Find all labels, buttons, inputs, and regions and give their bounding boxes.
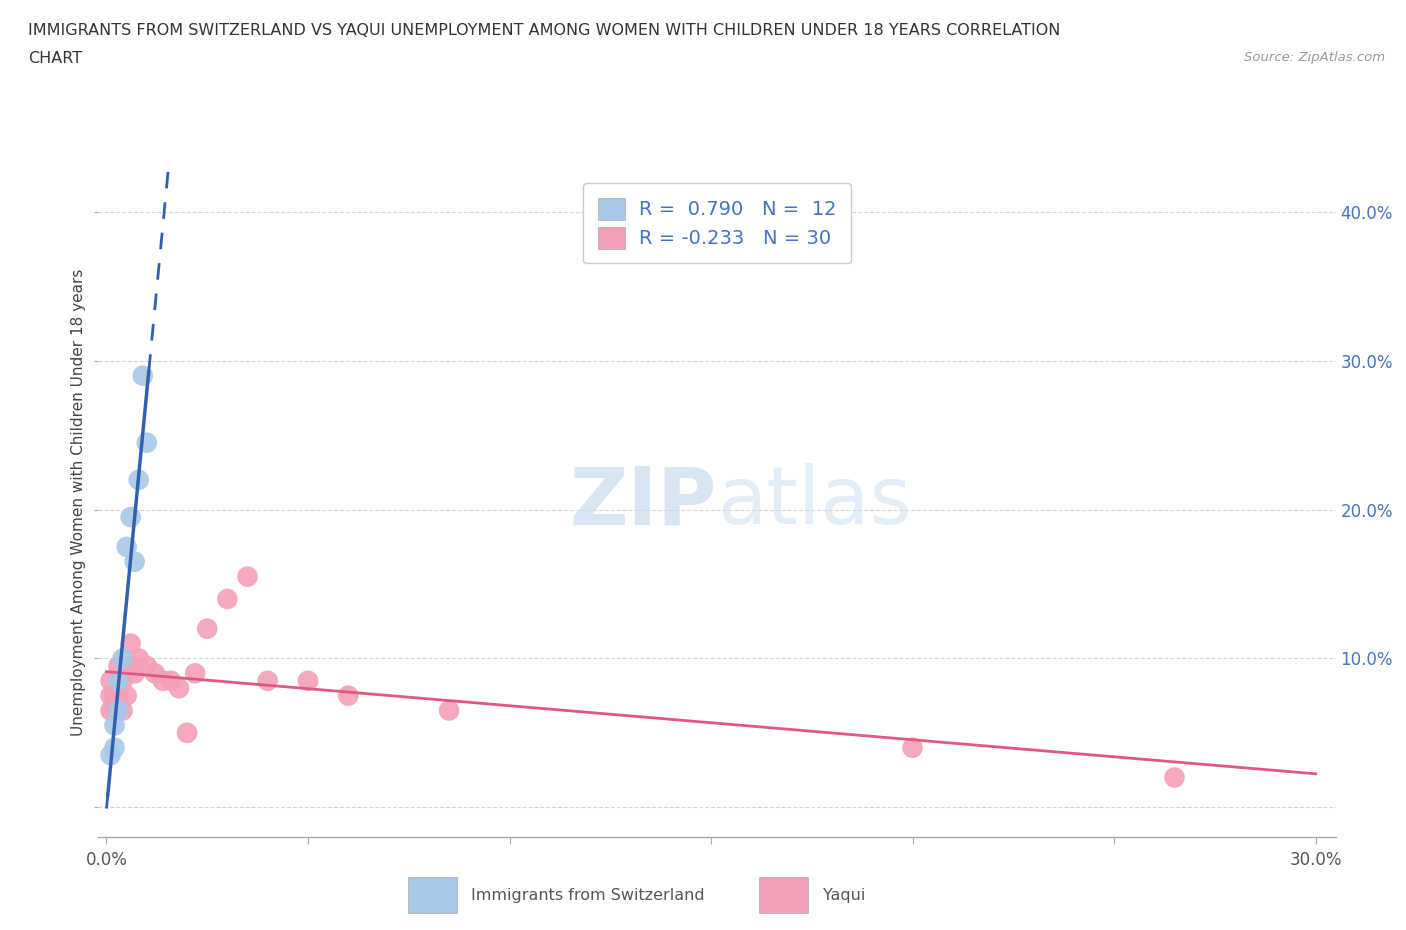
Point (128, 472, 150, 487)
Point (103, 740, 125, 755)
Point (256, 673, 278, 688)
Point (107, 673, 129, 688)
Point (115, 539, 138, 554)
Text: ZIP: ZIP (569, 463, 717, 541)
Bar (408, 877, 457, 913)
Point (337, 688, 360, 703)
Point (111, 703, 134, 718)
Text: Source: ZipAtlas.com: Source: ZipAtlas.com (1244, 51, 1385, 64)
Point (297, 673, 319, 688)
Point (120, 658, 142, 673)
Point (120, 510, 142, 525)
Point (124, 666, 146, 681)
Point (107, 658, 129, 673)
Point (107, 703, 129, 718)
Point (176, 725, 198, 740)
Point (236, 569, 259, 584)
Point (100, 703, 122, 718)
Point (107, 688, 129, 703)
Point (132, 368, 155, 383)
Point (115, 688, 138, 703)
Text: Immigrants from Switzerland: Immigrants from Switzerland (471, 887, 704, 903)
Point (901, 740, 924, 755)
Point (103, 718, 125, 733)
Point (1163, 770, 1185, 785)
Point (135, 435, 157, 450)
Point (167, 681, 190, 696)
Point (103, 703, 125, 718)
Text: IMMIGRANTS FROM SWITZERLAND VS YAQUI UNEMPLOYMENT AMONG WOMEN WITH CHILDREN UNDE: IMMIGRANTS FROM SWITZERLAND VS YAQUI UNE… (28, 23, 1060, 38)
Legend: R =  0.790   N =  12, R = -0.233   N = 30: R = 0.790 N = 12, R = -0.233 N = 30 (583, 183, 851, 263)
Point (184, 666, 207, 681)
Point (217, 591, 239, 606)
Point (152, 673, 174, 688)
Bar (759, 877, 808, 913)
Point (111, 673, 134, 688)
Text: CHART: CHART (28, 51, 82, 66)
Point (124, 554, 146, 569)
Text: Yaqui: Yaqui (823, 887, 865, 903)
Point (111, 651, 134, 666)
Point (100, 673, 122, 688)
Point (100, 748, 122, 763)
Point (128, 651, 150, 666)
Point (437, 703, 460, 718)
Point (143, 666, 166, 681)
Point (120, 636, 142, 651)
Text: atlas: atlas (717, 463, 911, 541)
Point (195, 621, 218, 636)
Point (135, 658, 157, 673)
Y-axis label: Unemployment Among Women with Children Under 18 years: Unemployment Among Women with Children U… (70, 269, 86, 736)
Point (103, 688, 125, 703)
Point (100, 688, 122, 703)
Point (160, 673, 183, 688)
